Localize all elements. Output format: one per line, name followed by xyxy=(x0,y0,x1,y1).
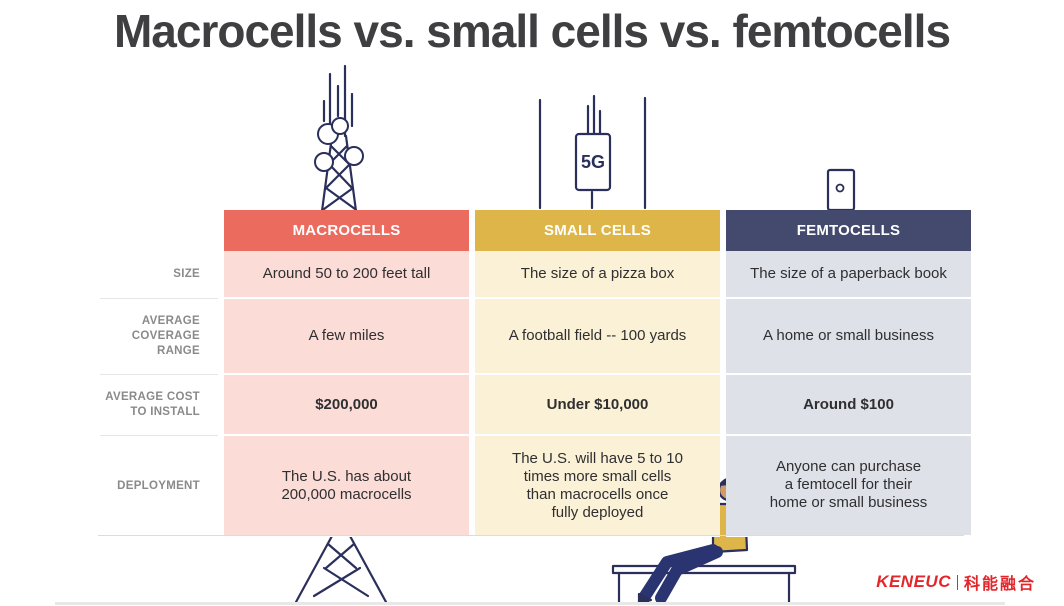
row-label-coverage: AVERAGE COVERAGE RANGE xyxy=(100,299,218,375)
row-label-line: COVERAGE xyxy=(131,330,200,342)
row-label-text: DEPLOYMENT xyxy=(117,480,200,492)
cell-macro-size: Around 50 to 200 feet tall xyxy=(224,251,469,299)
brand-separator xyxy=(956,574,958,590)
row-label-text: AVERAGE COST TO INSTALL xyxy=(105,390,200,420)
row-label-line: AVERAGE COST xyxy=(105,391,200,403)
cell-femto-cost: Around $100 xyxy=(726,375,971,436)
row-label-text: SIZE xyxy=(173,268,200,280)
row-label-line: AVERAGE xyxy=(141,315,200,327)
brand-watermark: KENEUC 科能融合 xyxy=(876,570,1036,594)
cell-line: a femtocell for their xyxy=(784,476,913,493)
cell-line: home or small business xyxy=(769,494,928,511)
cell-line: times more small cells xyxy=(523,468,672,485)
comparison-table: MACROCELLS SMALL CELLS FEMTOCELLS SIZE A… xyxy=(100,210,971,537)
cell-small-cost: Under $10,000 xyxy=(475,375,720,436)
cell-line: The U.S. will have 5 to 10 xyxy=(512,450,683,467)
row-label-line: RANGE xyxy=(156,345,200,357)
macrocell-tower-icon xyxy=(314,64,364,213)
cell-line: The U.S. has about xyxy=(281,467,412,485)
cell-text: The U.S. will have 5 to 10 times more sm… xyxy=(512,450,683,522)
row-label-text: AVERAGE COVERAGE RANGE xyxy=(132,314,200,359)
row-label-deployment: DEPLOYMENT xyxy=(100,436,218,537)
footer-divider xyxy=(55,602,1005,605)
row-label-cost: AVERAGE COST TO INSTALL xyxy=(100,375,218,436)
cell-line: Anyone can purchase xyxy=(775,458,922,475)
cell-femto-coverage: A home or small business xyxy=(726,299,971,375)
cell-text: The U.S. has about 200,000 macrocells xyxy=(281,468,411,504)
cell-macro-coverage: A few miles xyxy=(224,299,469,375)
cell-femto-deployment: Anyone can purchase a femtocell for thei… xyxy=(726,436,971,537)
tower-base-illustration xyxy=(294,534,388,604)
cell-text: Anyone can purchase a femtocell for thei… xyxy=(770,458,928,512)
cell-small-coverage: A football field -- 100 yards xyxy=(475,299,720,375)
cell-line: than macrocells once xyxy=(526,486,669,503)
page-title: Macrocells vs. small cells vs. femtocell… xyxy=(113,5,951,57)
small-cell-5g-label: 5G xyxy=(581,152,605,172)
row-label-size: SIZE xyxy=(100,251,218,299)
header-femtocells: FEMTOCELLS xyxy=(726,210,971,251)
header-spacer xyxy=(100,210,218,251)
cell-macro-cost: $200,000 xyxy=(224,375,469,436)
cell-line: 200,000 macrocells xyxy=(281,485,412,503)
header-small-cells: SMALL CELLS xyxy=(475,210,720,251)
femtocell-device-icon xyxy=(826,168,856,212)
brand-name-en: KENEUC xyxy=(876,572,951,591)
cell-small-size: The size of a pizza box xyxy=(475,251,720,299)
cell-femto-size: The size of a paperback book xyxy=(726,251,971,299)
table-bottom-divider xyxy=(98,535,964,536)
cell-line: fully deployed xyxy=(551,504,644,521)
brand-name-cn: 科能融合 xyxy=(963,576,1036,593)
header-macrocells: MACROCELLS xyxy=(224,210,469,251)
cell-macro-deployment: The U.S. has about 200,000 macrocells xyxy=(224,436,469,537)
cell-small-deployment: The U.S. will have 5 to 10 times more sm… xyxy=(475,436,720,537)
small-cell-5g-icon: 5G xyxy=(538,94,647,210)
row-label-line: TO INSTALL xyxy=(130,406,200,418)
